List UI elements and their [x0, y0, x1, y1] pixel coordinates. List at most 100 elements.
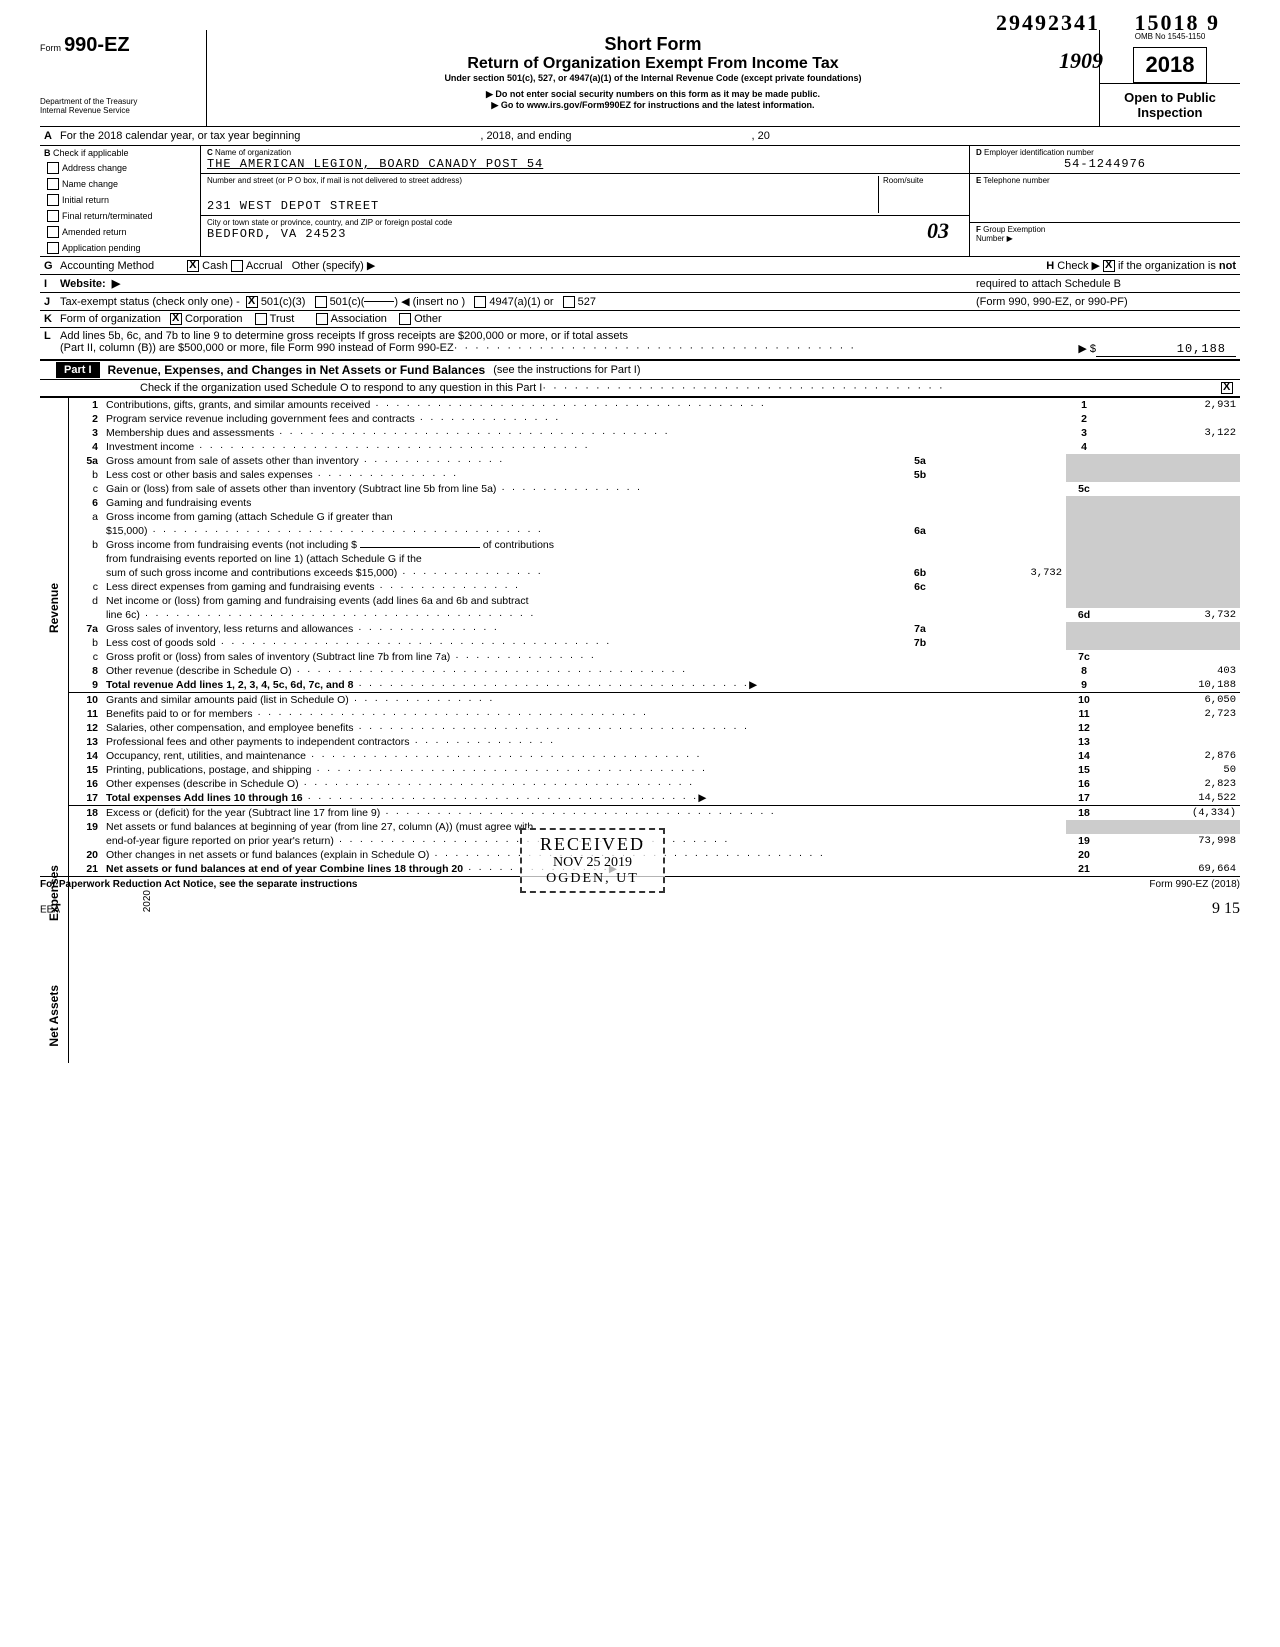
ln9-val: 10,188: [1102, 678, 1240, 693]
line-g: G Accounting Method Cash Accrual Other (…: [40, 257, 1240, 275]
ln1-box: 1: [1066, 398, 1102, 412]
cb-app-pending[interactable]: [47, 242, 59, 254]
cb-accrual[interactable]: [231, 260, 243, 272]
ln9-box: 9: [1066, 678, 1102, 693]
ln14-box: 14: [1066, 749, 1102, 763]
ln16-val: 2,823: [1102, 777, 1240, 791]
ln7c-num: c: [68, 650, 102, 664]
ein: 54-1244976: [976, 157, 1234, 171]
ln11-box: 11: [1066, 707, 1102, 721]
line-a-suffix: , 20: [751, 130, 769, 142]
cb-527[interactable]: [563, 296, 575, 308]
cb-corp[interactable]: [170, 313, 182, 325]
ln7c-box: 7c: [1066, 650, 1102, 664]
line-j: J Tax-exempt status (check only one) - 5…: [40, 293, 1240, 311]
ln20-box: 20: [1066, 848, 1102, 862]
ln7a-mval: [938, 622, 1066, 636]
received-text: RECEIVED: [540, 834, 645, 855]
ln8-val: 403: [1102, 664, 1240, 678]
ln6d-box: 6d: [1066, 608, 1102, 622]
ln2-text: Program service revenue including govern…: [106, 413, 415, 425]
cb-address-change[interactable]: [47, 162, 59, 174]
l-line1: Add lines 5b, 6c, and 7b to line 9 to de…: [60, 330, 628, 342]
b-name-change: Name change: [62, 179, 118, 189]
cb-other-org[interactable]: [399, 313, 411, 325]
ln6a-text2: $15,000): [106, 525, 147, 537]
ln7b-mval: [938, 636, 1066, 650]
ln5a-num: 5a: [68, 454, 102, 468]
b-initial-return: Initial return: [62, 195, 109, 205]
g-other: Other (specify) ▶: [292, 259, 376, 272]
ln12-val: [1102, 721, 1240, 735]
ln4-box: 4: [1066, 440, 1102, 454]
ln6d-text: Net income or (loss) from gaming and fun…: [102, 594, 1066, 608]
irs-label: Internal Revenue Service: [40, 106, 200, 115]
ln14-val: 2,876: [1102, 749, 1240, 763]
i-arrow: ▶: [112, 277, 120, 290]
ln18-val: (4,334): [1102, 806, 1240, 821]
ln19-num: 19: [68, 820, 102, 834]
ln11-val: 2,723: [1102, 707, 1240, 721]
ln1-val: 2,931: [1102, 398, 1240, 412]
cb-schedule-o[interactable]: [1221, 382, 1233, 394]
tax-year: 2018: [1133, 47, 1208, 83]
ln20-text: Other changes in net assets or fund bala…: [106, 849, 429, 861]
ln9-arrow: ▶: [749, 679, 757, 691]
b-final-return: Final return/terminated: [62, 211, 153, 221]
ln6c-num: c: [68, 580, 102, 594]
inspection: Inspection: [1102, 105, 1238, 120]
part1-check-text: Check if the organization used Schedule …: [140, 382, 542, 394]
ln6b-mbox: 6b: [902, 566, 938, 580]
cb-501c[interactable]: [315, 296, 327, 308]
ln5a-text: Gross amount from sale of assets other t…: [106, 455, 359, 467]
ln6b-text2: from fundraising events reported on line…: [102, 552, 1066, 566]
ln6b-mval: 3,732: [938, 566, 1066, 580]
ln15-text: Printing, publications, postage, and shi…: [106, 764, 311, 776]
cb-4947[interactable]: [474, 296, 486, 308]
ln5c-num: c: [68, 482, 102, 496]
ln17-val: 14,522: [1102, 791, 1240, 806]
ln10-box: 10: [1066, 693, 1102, 708]
cb-name-change[interactable]: [47, 178, 59, 190]
line-k: K Form of organization Corporation Trust…: [40, 311, 1240, 328]
ln21-text: Net assets or fund balances at end of ye…: [106, 863, 463, 875]
ln17-num: 17: [68, 791, 102, 806]
netassets-label: Net Assets: [47, 985, 61, 1047]
org-city: BEDFORD, VA 24523: [207, 227, 963, 241]
ln13-val: [1102, 735, 1240, 749]
ln6-num: 6: [68, 496, 102, 510]
ln7a-text: Gross sales of inventory, less returns a…: [106, 623, 353, 635]
form-prefix: Form: [40, 43, 61, 53]
ln6a-mbox: 6a: [902, 524, 938, 538]
cb-final-return[interactable]: [47, 210, 59, 222]
j-527: 527: [578, 296, 596, 308]
cb-501c3[interactable]: [246, 296, 258, 308]
ln17-box: 17: [1066, 791, 1102, 806]
ln12-box: 12: [1066, 721, 1102, 735]
cb-trust[interactable]: [255, 313, 267, 325]
ln6b-text3: sum of such gross income and contributio…: [106, 567, 397, 579]
c-name-label: Name of organization: [215, 148, 291, 157]
ln5b-mval: [938, 468, 1066, 482]
ln7a-mbox: 7a: [902, 622, 938, 636]
ln16-box: 16: [1066, 777, 1102, 791]
l-arrow: ▶ $: [1078, 342, 1096, 357]
line-a-prefix: For the 2018 calendar year, or tax year …: [60, 130, 300, 142]
k-label: Form of organization: [60, 313, 161, 325]
cb-schedule-b-not[interactable]: [1103, 260, 1115, 272]
cb-cash[interactable]: [187, 260, 199, 272]
i-label: Website:: [60, 278, 106, 290]
ln4-val: [1102, 440, 1240, 454]
line-l: L Add lines 5b, 6c, and 7b to line 9 to …: [40, 328, 1240, 360]
ln10-num: 10: [68, 693, 102, 708]
cb-assoc[interactable]: [316, 313, 328, 325]
cb-initial-return[interactable]: [47, 194, 59, 206]
ln10-val: 6,050: [1102, 693, 1240, 708]
ln6a-num: a: [68, 510, 102, 524]
cb-amended[interactable]: [47, 226, 59, 238]
goto-link: Go to www.irs.gov/Form990EZ for instruct…: [501, 100, 815, 110]
ln16-num: 16: [68, 777, 102, 791]
ln21-num: 21: [68, 862, 102, 876]
ln9-num: 9: [68, 678, 102, 693]
k-trust: Trust: [270, 313, 295, 325]
